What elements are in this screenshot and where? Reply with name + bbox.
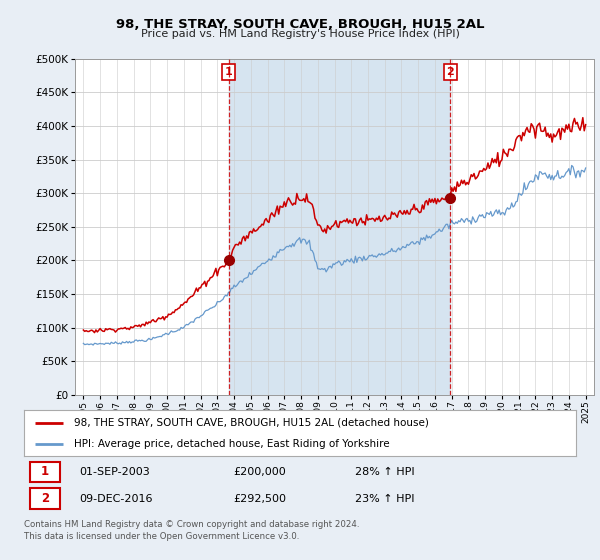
Text: 1: 1 <box>224 67 232 77</box>
Text: £292,500: £292,500 <box>234 493 287 503</box>
Text: 09-DEC-2016: 09-DEC-2016 <box>79 493 152 503</box>
Text: 98, THE STRAY, SOUTH CAVE, BROUGH, HU15 2AL: 98, THE STRAY, SOUTH CAVE, BROUGH, HU15 … <box>116 18 484 31</box>
Text: £200,000: £200,000 <box>234 467 287 477</box>
Text: 2: 2 <box>41 492 49 505</box>
Text: HPI: Average price, detached house, East Riding of Yorkshire: HPI: Average price, detached house, East… <box>74 439 389 449</box>
Bar <box>229 59 451 395</box>
FancyBboxPatch shape <box>29 488 60 508</box>
FancyBboxPatch shape <box>29 462 60 482</box>
Text: 1: 1 <box>41 465 49 478</box>
Text: This data is licensed under the Open Government Licence v3.0.: This data is licensed under the Open Gov… <box>24 532 299 541</box>
Text: 2: 2 <box>446 67 454 77</box>
Text: 23% ↑ HPI: 23% ↑ HPI <box>355 493 415 503</box>
Text: 28% ↑ HPI: 28% ↑ HPI <box>355 467 415 477</box>
Text: 01-SEP-2003: 01-SEP-2003 <box>79 467 150 477</box>
Text: 98, THE STRAY, SOUTH CAVE, BROUGH, HU15 2AL (detached house): 98, THE STRAY, SOUTH CAVE, BROUGH, HU15 … <box>74 418 428 428</box>
Text: Contains HM Land Registry data © Crown copyright and database right 2024.: Contains HM Land Registry data © Crown c… <box>24 520 359 529</box>
Text: Price paid vs. HM Land Registry's House Price Index (HPI): Price paid vs. HM Land Registry's House … <box>140 29 460 39</box>
